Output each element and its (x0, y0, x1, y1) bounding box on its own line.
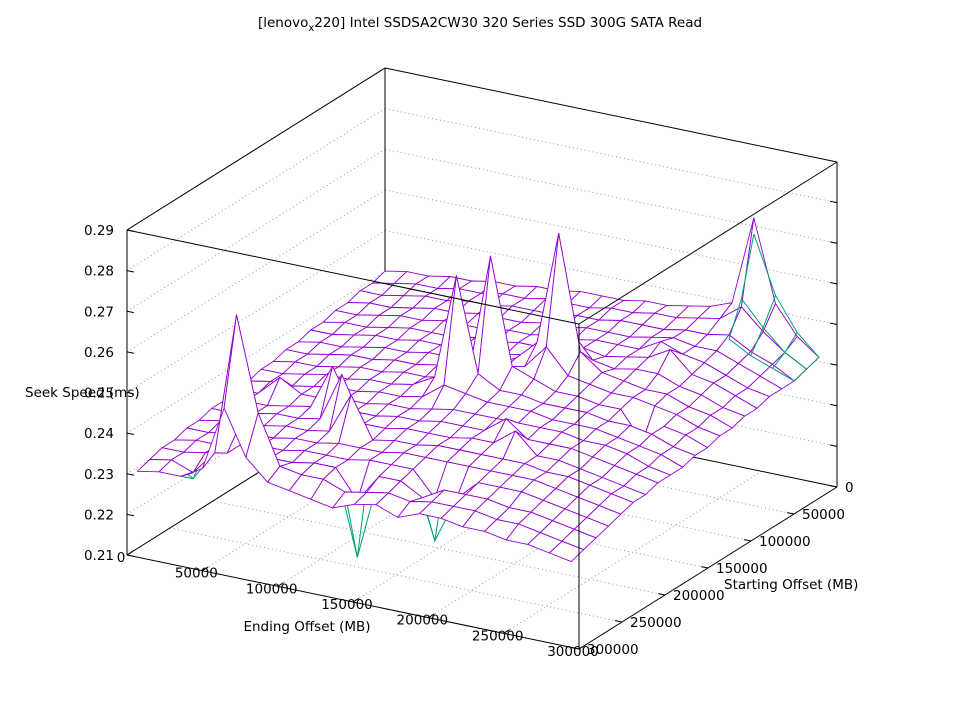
y-tick-label: 50000 (802, 507, 845, 523)
tick-labels: 0500001000001500002000002500003000000500… (84, 223, 854, 660)
x-tick-label: 300000 (547, 644, 599, 660)
y-tick-label: 200000 (673, 588, 725, 604)
y-tick-label: 150000 (716, 561, 768, 577)
z-tick-label: 0.26 (84, 345, 114, 361)
chart-title-suffix: 220] Intel SSDSA2CW30 320 Series SSD 300… (314, 15, 703, 31)
x-tick-label: 100000 (246, 581, 298, 597)
z-tick-label: 0.22 (84, 507, 114, 523)
y-tick-label: 0 (845, 480, 854, 496)
y-tick-label: 300000 (587, 642, 639, 658)
axis-ticks (126, 200, 838, 650)
x-tick-label: 200000 (397, 613, 449, 629)
chart-title: [lenovox220] Intel SSDSA2CW30 320 Series… (0, 15, 960, 34)
x-tick-label: 50000 (175, 566, 218, 582)
x-tick-label: 150000 (321, 597, 373, 613)
z-tick-label: 0.21 (84, 548, 114, 564)
secondary-surface-corner-patch (728, 233, 820, 382)
axis-titles: Seek Speed (ms) Ending Offset (MB) Startin… (25, 385, 858, 635)
x-axis-title: Ending Offset (MB) (243, 619, 370, 635)
primary-surface-mesh (136, 217, 820, 563)
y-tick-label: 100000 (759, 534, 811, 550)
z-tick-label: 0.24 (84, 426, 114, 442)
z-axis-title: Seek Speed (ms) (25, 385, 140, 401)
z-tick-label: 0.25 (84, 386, 114, 402)
x-tick-label: 250000 (472, 628, 524, 644)
z-tick-label: 0.23 (84, 467, 114, 483)
z-tick-label: 0.29 (84, 223, 114, 239)
z-tick-label: 0.27 (84, 304, 114, 320)
chart-title-prefix: [lenovo (257, 15, 309, 31)
y-axis-title: Starting Offset (MB) (724, 577, 858, 593)
z-tick-label: 0.28 (84, 264, 114, 280)
y-tick-label: 250000 (630, 615, 682, 631)
chart-title-subscript: x (308, 22, 315, 34)
x-tick-label: 0 (117, 550, 126, 566)
